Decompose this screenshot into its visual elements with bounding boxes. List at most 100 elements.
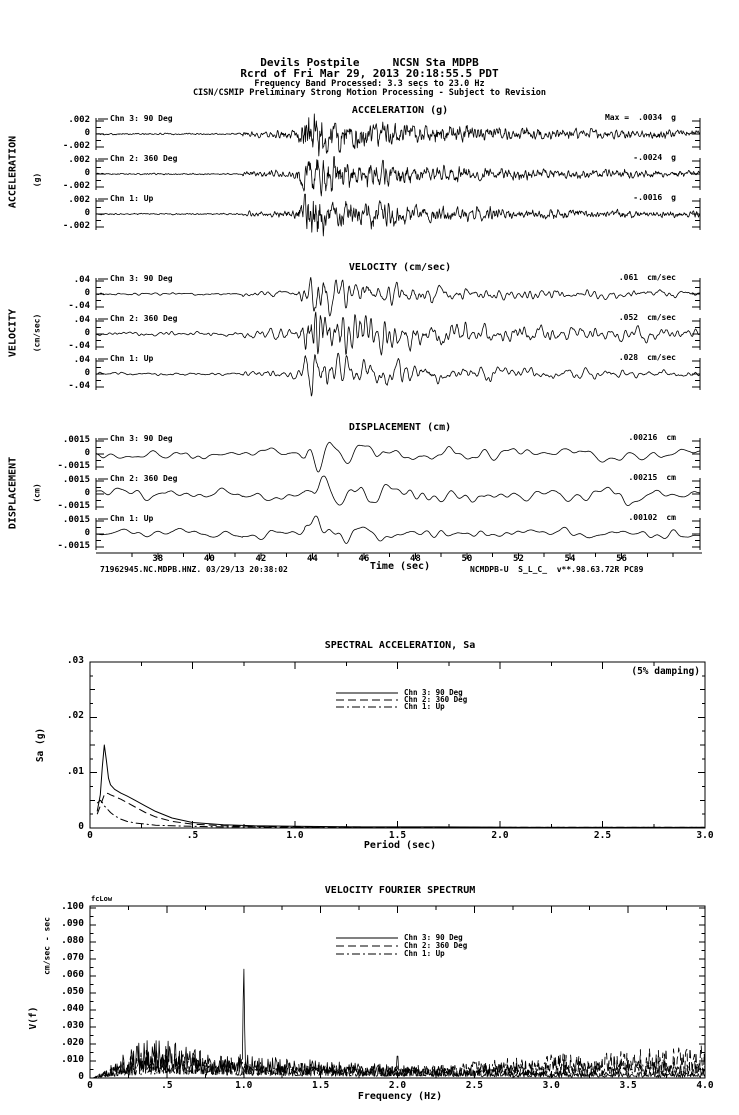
peak-annotation: Max = .0034 g <box>604 113 676 123</box>
peak-annotation: -.0024 g <box>633 153 676 163</box>
frequency-axis-label: Frequency (Hz) <box>357 1091 443 1102</box>
tick-label: 0 <box>84 488 90 498</box>
peak-prefix: Max = <box>604 113 630 122</box>
tick-label: .100 <box>61 901 84 912</box>
corner-frequency-label: fcLow <box>91 895 113 903</box>
tick-label: 2.0 <box>491 830 509 841</box>
peak-value: -.0016 <box>633 193 663 202</box>
tick-label: 0 <box>84 368 90 378</box>
tick-label: -.0015 <box>57 461 90 471</box>
peak-annotation: .00102 cm <box>628 513 676 523</box>
acceleration-panel-title: ACCELERATION (g) <box>351 105 449 116</box>
tick-label: 0 <box>87 1080 93 1091</box>
velocity-panel-title: VELOCITY (cm/sec) <box>348 262 452 273</box>
peak-annotation: .00216 cm <box>628 433 676 443</box>
tick-label: .040 <box>61 1003 84 1014</box>
record-timestamp: Rcrd of Fri Mar 29, 2013 20:18:55.5 PDT <box>240 67 499 80</box>
peak-units: g <box>671 113 676 122</box>
tick-label: .070 <box>61 952 84 963</box>
tick-label: 2.0 <box>388 1080 407 1091</box>
legend-entry-chn1: Chn 1: Up <box>404 702 445 711</box>
peak-value: .061 <box>618 273 639 282</box>
channel-label: Chn 1: Up <box>110 354 154 363</box>
station-title: Devils Postpile NCSN Sta MDPB <box>260 56 479 69</box>
channel-label: Chn 2: 360 Deg <box>110 314 178 323</box>
peak-units: cm/sec <box>647 313 676 322</box>
fourier-spectrum-title: VELOCITY FOURIER SPECTRUM <box>324 885 476 896</box>
tick-label: 0 <box>84 128 90 138</box>
tick-label: .060 <box>61 969 84 980</box>
tick-label: 0 <box>84 448 90 458</box>
tick-label: .050 <box>61 986 84 997</box>
tick-label: -.002 <box>62 221 90 231</box>
frequency-band-note: Frequency Band Processed: 3.3 secs to 23… <box>254 79 485 89</box>
peak-value: .028 <box>618 353 639 362</box>
peak-value: .052 <box>618 313 639 322</box>
tick-label: .090 <box>61 918 84 929</box>
processing-disclaimer: CISN/CSMIP Preliminary Strong Motion Pro… <box>192 88 547 98</box>
tick-label: 42 <box>255 554 267 564</box>
record-id-footer: 71962945.NC.MDPB.HNZ. 03/29/13 20:38:02 <box>100 565 288 574</box>
displacement-panel-title: DISPLACEMENT (cm) <box>348 422 452 433</box>
tick-label: 2.5 <box>593 830 612 841</box>
peak-annotation: -.0016 g <box>633 193 676 203</box>
tick-label: 1.0 <box>286 830 304 841</box>
channel-label: Chn 3: 90 Deg <box>110 274 173 283</box>
tick-label: 52 <box>513 554 524 564</box>
peak-value: .00215 <box>628 473 658 482</box>
tick-label: 48 <box>410 554 421 564</box>
legend-entry-chn3: Chn 3: 90 Deg <box>404 688 463 697</box>
displacement-axis-label: DISPLACEMENT <box>7 456 19 530</box>
tick-label: 0 <box>84 328 90 338</box>
peak-units: g <box>671 153 676 162</box>
peak-value: .00102 <box>628 513 658 522</box>
peak-annotation: .00215 cm <box>628 473 676 483</box>
tick-label: 0 <box>84 168 90 178</box>
tick-label: .5 <box>161 1080 173 1091</box>
peak-annotation: .028 cm/sec <box>618 353 676 363</box>
tick-label: 50 <box>461 554 473 564</box>
tick-label: .01 <box>66 765 84 777</box>
tick-label: .080 <box>61 935 84 946</box>
time-axis-label: Time (sec) <box>369 561 431 572</box>
peak-annotation: .052 cm/sec <box>618 313 676 323</box>
tick-label: .0015 <box>62 475 90 485</box>
channel-label: Chn 1: Up <box>110 514 154 523</box>
tick-label: -.04 <box>68 301 90 311</box>
tick-label: -.0015 <box>57 501 90 511</box>
peak-value: -.0024 <box>633 153 663 162</box>
tick-label: -.002 <box>62 141 90 151</box>
period-axis-label: Period (sec) <box>363 840 437 851</box>
tick-label: 2.5 <box>465 1080 483 1091</box>
legend-entry-chn2: Chn 2: 360 Deg <box>404 695 468 704</box>
tick-label: 3.5 <box>619 1080 637 1091</box>
tick-label: 38 <box>152 554 164 564</box>
tick-label: 0 <box>78 1071 84 1082</box>
tick-label: .5 <box>186 830 199 841</box>
tick-label: 44 <box>306 554 318 564</box>
damping-annotation: (5% damping) <box>631 666 700 677</box>
tick-label: .0015 <box>62 435 90 445</box>
tick-label: .02 <box>66 710 84 722</box>
tick-label: 1.5 <box>388 830 407 841</box>
peak-value: .0034 <box>638 113 663 122</box>
legend-entry-chn3: Chn 3: 90 Deg <box>404 933 463 942</box>
tick-label: 1.0 <box>235 1080 253 1091</box>
tick-label: .04 <box>73 315 90 325</box>
tick-label: 0 <box>78 821 84 832</box>
tick-label: .0015 <box>62 515 90 525</box>
tick-label: -.0015 <box>57 541 90 551</box>
velocity-axis-units: (cm/sec) <box>32 313 42 353</box>
channel-label: Chn 1: Up <box>110 194 154 203</box>
tick-label: -.04 <box>68 381 90 391</box>
tick-label: -.04 <box>68 341 90 351</box>
tick-label: 46 <box>358 554 370 564</box>
tick-label: .020 <box>61 1037 84 1048</box>
tick-label: 54 <box>564 554 576 564</box>
peak-units: cm/sec <box>647 273 676 282</box>
sa-axis-label: Sa (g) <box>34 727 46 763</box>
tick-label: 4.0 <box>696 1080 714 1091</box>
peak-units: cm/sec <box>647 353 676 362</box>
